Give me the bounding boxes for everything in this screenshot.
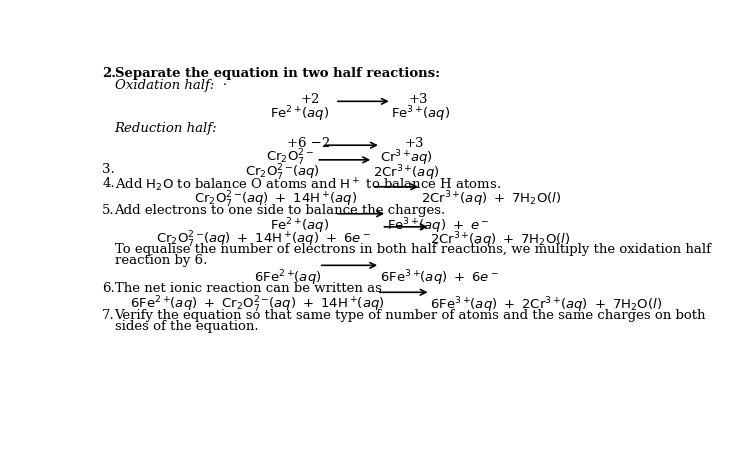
Text: Verify the equation so that same type of number of atoms and the same charges on: Verify the equation so that same type of… [114,309,706,322]
Text: Separate the equation in two half reactions:: Separate the equation in two half reacti… [114,67,440,80]
Text: $\mathrm{Cr_2O_7^{2-}}\!\mathit{(aq)}$: $\mathrm{Cr_2O_7^{2-}}\!\mathit{(aq)}$ [244,163,319,183]
Text: $\mathrm{2Cr}^{3+}\!\mathit{(aq)}\ +\ \mathrm{7H_2O}\mathit{(l)}$: $\mathrm{2Cr}^{3+}\!\mathit{(aq)}\ +\ \m… [421,190,561,209]
Text: $\mathrm{Cr_2O_7^{2-}}\!\mathit{(aq)}\ +\ \mathrm{14H^+}\!\mathit{(aq)}\ +\ 6e^-: $\mathrm{Cr_2O_7^{2-}}\!\mathit{(aq)}\ +… [157,230,372,250]
Text: +6 −2: +6 −2 [287,137,330,150]
Text: 5.: 5. [103,204,115,217]
Text: Reduction half:: Reduction half: [114,122,217,135]
Text: Add electrons to one side to balance the charges.: Add electrons to one side to balance the… [114,204,446,217]
Text: 6.: 6. [103,282,115,295]
Text: +2: +2 [300,93,319,106]
Text: $\mathrm{Cr_2O_7^{2-}}$: $\mathrm{Cr_2O_7^{2-}}$ [267,148,314,169]
Text: $\mathrm{2Cr}^{3+}\!\mathit{(aq)}$: $\mathrm{2Cr}^{3+}\!\mathit{(aq)}$ [374,163,440,183]
Text: $\mathrm{6Fe}^{2+}\!\mathit{(aq)}$: $\mathrm{6Fe}^{2+}\!\mathit{(aq)}$ [254,269,322,288]
Text: $\mathrm{6Fe}^{3+}\!\mathit{(aq)}\ +\ 6e^-$: $\mathrm{6Fe}^{3+}\!\mathit{(aq)}\ +\ 6e… [380,269,499,288]
Text: $\mathrm{Cr_2O_7^{2-}}\!\mathit{(aq)}\ +\ \mathrm{14H^+}\!\mathit{(aq)}$: $\mathrm{Cr_2O_7^{2-}}\!\mathit{(aq)}\ +… [194,190,357,210]
Text: Oxidation half:  ·: Oxidation half: · [114,79,227,92]
Text: Add $\mathrm{H_2O}$ to balance O atoms and $\mathrm{H^+}$ to balance H atoms.: Add $\mathrm{H_2O}$ to balance O atoms a… [114,177,501,194]
Text: $\mathrm{Fe}^{2+}\!\mathit{(aq)}$: $\mathrm{Fe}^{2+}\!\mathit{(aq)}$ [270,217,328,236]
Text: reaction by 6.: reaction by 6. [114,254,207,267]
Text: $\mathrm{Fe}^{3+}\!\mathit{(aq)}$: $\mathrm{Fe}^{3+}\!\mathit{(aq)}$ [392,104,450,124]
Text: 4.: 4. [103,177,115,190]
Text: +3: +3 [409,93,428,106]
Text: 3.: 3. [103,163,115,176]
Text: +3: +3 [405,137,424,150]
Text: $\mathrm{6Fe}^{3+}\!\mathit{(aq)}\ +\ \mathrm{2Cr}^{3+}\!\mathit{(aq)}\ +\ \math: $\mathrm{6Fe}^{3+}\!\mathit{(aq)}\ +\ \m… [430,295,662,315]
Text: To equalise the number of electrons in both half reactions, we multiply the oxid: To equalise the number of electrons in b… [114,243,710,256]
Text: 2.: 2. [103,67,116,80]
Text: 7.: 7. [103,309,115,322]
Text: $\mathrm{Fe}^{3+}\!\mathit{(aq)}\ +\ e^-$: $\mathrm{Fe}^{3+}\!\mathit{(aq)}\ +\ e^-… [386,217,489,236]
Text: $\mathrm{Fe}^{2+}\!\mathit{(aq)}$: $\mathrm{Fe}^{2+}\!\mathit{(aq)}$ [270,104,328,124]
Text: $\mathrm{Cr}^{3+}\!\mathit{aq)}$: $\mathrm{Cr}^{3+}\!\mathit{aq)}$ [380,148,433,168]
Text: sides of the equation.: sides of the equation. [114,320,259,333]
Text: $\mathrm{2Cr}^{3+}\!\mathit{(aq)}\ +\ \mathrm{7H_2O}\mathit{(l)}$: $\mathrm{2Cr}^{3+}\!\mathit{(aq)}\ +\ \m… [430,230,571,250]
Text: $\mathrm{6Fe}^{2+}\!\mathit{(aq)}\ +\ \mathrm{Cr_2O_7^{2-}}\!\mathit{(aq)}\ +\ \: $\mathrm{6Fe}^{2+}\!\mathit{(aq)}\ +\ \m… [130,295,385,315]
Text: The net ionic reaction can be written as: The net ionic reaction can be written as [114,282,381,295]
